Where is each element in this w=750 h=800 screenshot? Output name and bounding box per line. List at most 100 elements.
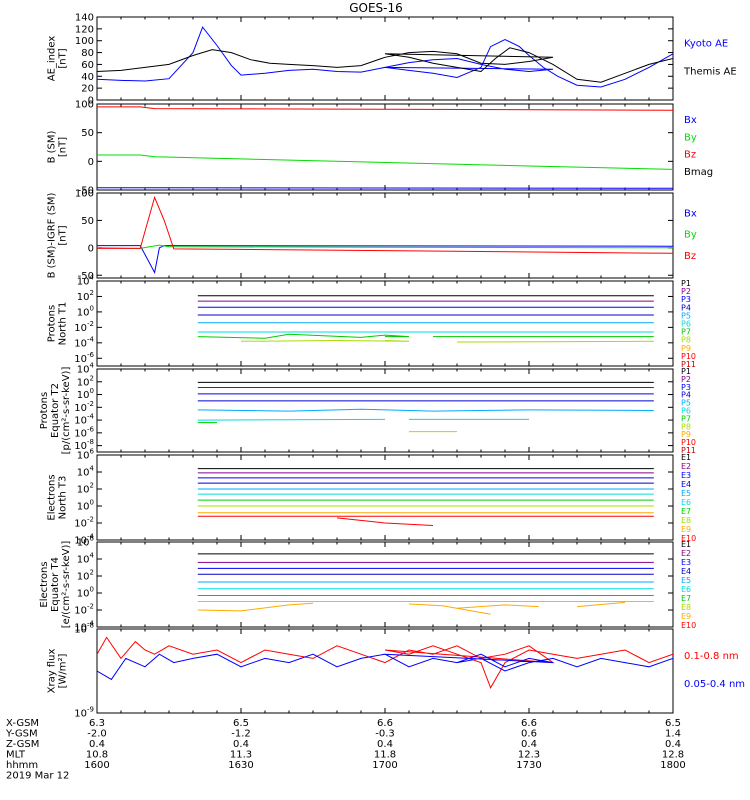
legend-item: E10	[681, 621, 696, 630]
series-Bmag	[97, 101, 673, 102]
legend-item: E4	[681, 567, 691, 576]
series-group	[197, 295, 654, 343]
legend-item: P4	[681, 303, 691, 312]
y-tick-label: 100	[77, 304, 94, 318]
y-tick-label: 40	[81, 72, 94, 83]
series-P6	[197, 418, 386, 421]
panel-frame	[96, 541, 674, 628]
legend-item: Bz	[684, 150, 696, 161]
series-E9	[442, 605, 491, 615]
legend-item: P2	[681, 287, 691, 296]
legend-item: 0.1-0.8 nm	[684, 651, 739, 662]
y-axis-label: North T3	[58, 476, 69, 520]
ephemeris-value: 11.3	[230, 750, 252, 761]
y-axis-label: AE_index	[47, 36, 58, 82]
legend-item: P8	[681, 336, 691, 345]
y-tick-label: 50	[81, 216, 94, 227]
legend-item: P2	[681, 375, 691, 384]
legend-item: P6	[681, 320, 691, 329]
y-tick-label: 102	[77, 374, 94, 388]
y-tick-label: 120	[75, 24, 94, 35]
y-tick-label: 102	[77, 289, 94, 303]
legend-item: E1	[681, 540, 691, 549]
y-tick-label: 10-4	[74, 620, 94, 634]
legend-item: E10	[681, 534, 696, 543]
panel-frame	[96, 192, 674, 279]
series-By	[97, 154, 673, 170]
legend-item: P3	[681, 383, 691, 392]
legend: Bx By Bz	[684, 208, 697, 262]
ephemeris-footer: X-GSM 6.3 6.5 6.6 6.6 6.5 Y-GSM -2.0 -1.2 -0.3 0.6…	[5, 718, 686, 782]
panel-7: 10-8 10-9 Xray flux [W/m²] 0.1-0.8 nm 0.05-0.…	[47, 622, 746, 720]
y-tick-label: 10-8	[74, 622, 94, 636]
legend-item: Themis AE	[683, 66, 737, 77]
y-tick-label: 0	[88, 157, 94, 168]
series-Themis AE	[97, 47, 673, 83]
y-axis-label: Protons	[39, 392, 50, 429]
ephemeris-value: 1730	[516, 760, 541, 771]
series-E9	[197, 602, 314, 612]
y-tick-label: 100	[77, 387, 94, 401]
panel-2: -50 0 50 100 B (SM)-IGRF (SM) [nT] Bx By Bz	[47, 189, 697, 282]
y-tick-label: 10-8	[74, 438, 94, 452]
legend-item: E3	[681, 558, 691, 567]
ephemeris-value: 12.8	[662, 750, 684, 761]
y-axis-label: Equator T4	[50, 557, 61, 612]
y-axis-label: B (SM)-IGRF (SM)	[47, 193, 58, 279]
legend-item: E7	[681, 594, 691, 603]
y-tick-label: 100	[75, 189, 94, 200]
legend-item: P7	[681, 414, 691, 423]
series-E9	[408, 603, 443, 607]
ephemeris-value: 1800	[660, 760, 685, 771]
legend-item: P9	[681, 344, 691, 353]
legend-item: E6	[681, 498, 691, 507]
y-tick-label: 100	[75, 100, 94, 111]
panel-1: -50 0 50 100 B (SM) [nT] Bx By Bz Bmag	[47, 100, 714, 197]
legend-item: P6	[681, 407, 691, 416]
ephemeris-value: -1.2	[231, 729, 251, 740]
panel-6: 106 104 102 100 10-2 10-4 Electrons Equator T4[…	[39, 535, 696, 634]
series-group	[97, 26, 673, 88]
legend-item: Bmag	[684, 167, 713, 178]
legend-item: P10	[681, 438, 696, 447]
series-group	[97, 101, 673, 189]
y-tick-label: 10-2	[74, 516, 94, 530]
panel-frame	[96, 628, 674, 714]
y-tick-label: -50	[78, 186, 94, 197]
series-group	[197, 553, 654, 615]
legend-item: By	[684, 230, 697, 241]
y-axis-label: [nT]	[58, 137, 69, 157]
legend-item: P11	[681, 446, 696, 455]
ephemeris-value: -0.3	[375, 729, 395, 740]
legend-item: P7	[681, 328, 691, 337]
legend-item: P8	[681, 422, 691, 431]
legend-item: Kyoto AE	[684, 39, 728, 50]
y-axis-label: B (SM)	[47, 130, 58, 163]
ephemeris-value: 6.6	[521, 718, 537, 729]
y-axis-label: Electrons	[39, 561, 50, 607]
y-tick-label: 20	[81, 84, 94, 95]
legend-item: E8	[681, 516, 691, 525]
legend-item: E5	[681, 489, 691, 498]
series-P7	[197, 333, 410, 339]
ephemeris-label: MLT	[6, 750, 26, 761]
legend-item: E3	[681, 471, 691, 480]
y-tick-label: 104	[77, 465, 95, 479]
y-tick-label: 0	[88, 96, 94, 107]
ephemeris-value: 12.3	[518, 750, 540, 761]
legend-item: E2	[681, 462, 691, 471]
series-Bz	[97, 106, 673, 111]
y-tick-label: 10-6	[74, 351, 94, 365]
series-0.1-0.8 nm	[97, 636, 673, 689]
y-tick-label: 104	[77, 552, 95, 566]
y-tick-label: 140	[75, 13, 94, 24]
y-axis-label: [nT]	[58, 48, 69, 68]
ephemeris-value: 6.5	[665, 718, 681, 729]
y-tick-label: 10-6	[74, 425, 94, 439]
y-tick-label: 104	[77, 362, 95, 376]
